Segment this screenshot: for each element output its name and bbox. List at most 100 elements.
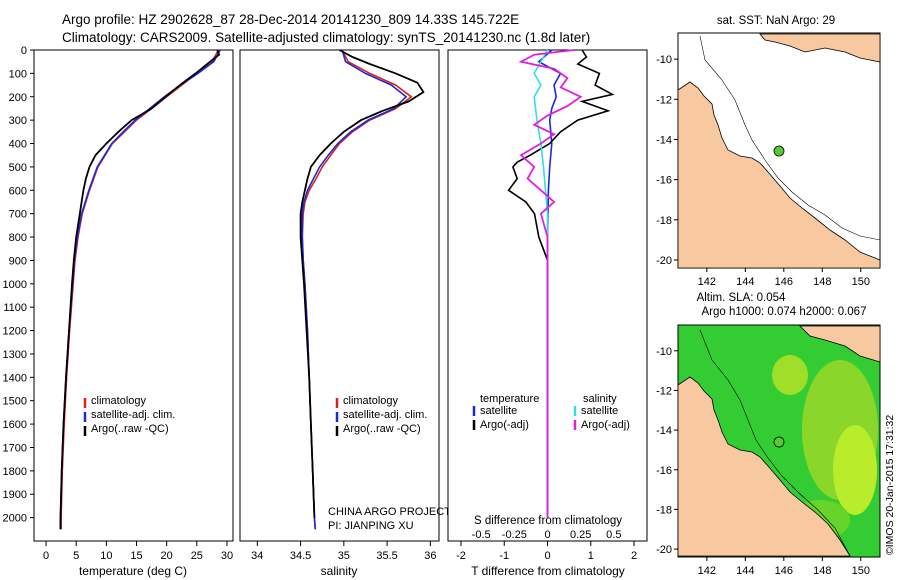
lat-tick-label: -12 [656, 94, 672, 106]
legend-argo: Argo(..raw -QC) [343, 423, 421, 435]
t-difference-label: T difference from climatology [471, 564, 625, 578]
depth-tick-label: 200 [9, 92, 27, 104]
salinity-legend: climatology satellite-adj. clim. Argo(..… [335, 395, 427, 436]
depth-tick-label: 600 [9, 185, 27, 197]
temperature-axis-label: temperature (deg C) [79, 564, 187, 578]
x-tick-label: 20 [161, 550, 173, 562]
x-tick-label: -2 [456, 550, 466, 562]
lat-tick-label: -18 [656, 504, 672, 516]
australia-land [677, 81, 881, 269]
depth-tick-label: 0 [21, 45, 27, 57]
sst-map-title: sat. SST: NaN Argo: 29 [717, 15, 835, 27]
pi-label: PI: JIANPING XU [328, 520, 414, 532]
x-tick-label: 34 [251, 550, 263, 562]
sst-map: sat. SST: NaN Argo: 29 -10 -12 -14 -16 -18 -2… [656, 15, 881, 288]
depth-tick-label: 400 [9, 139, 27, 151]
x-tick-label: 5 [73, 550, 79, 562]
difference-panel: -2 -1 0 1 2 -0.5 -0.25 0 0.25 0.5 S difference f… [447, 49, 648, 578]
salinity-panel: 34 34.5 35 35.5 36 salinity climatology sate… [239, 49, 451, 578]
x-tick-label: 15 [130, 550, 142, 562]
australia-land [677, 376, 851, 557]
x-tick-label: 36 [424, 550, 436, 562]
x-tick-label: 0 [43, 550, 49, 562]
sla-map: Altim. SLA: 0.054 Argo h1000: 0.074 h200… [656, 292, 881, 577]
argo-float-marker [773, 436, 785, 448]
s-tick-label: -0.5 [472, 529, 491, 541]
x-tick-label: 0 [544, 550, 550, 562]
x-tick-label: 2 [631, 550, 637, 562]
lat-tick-label: -14 [656, 425, 672, 437]
lat-tick-label: -10 [656, 346, 672, 358]
s-tick-label: -0.25 [502, 529, 527, 541]
depth-tick-label: 900 [9, 255, 27, 267]
depth-tick-label: 1300 [3, 349, 27, 361]
depth-tick-label: 1500 [3, 396, 27, 408]
depth-tick-label: 700 [9, 209, 27, 221]
lat-tick-label: -20 [656, 544, 672, 556]
s-tick-label: 0 [544, 529, 550, 541]
legend-temperature-head: temperature [480, 393, 539, 405]
x-tick-label: 1 [588, 550, 594, 562]
depth-tick-label: 1600 [3, 419, 27, 431]
x-tick-label: -1 [499, 550, 509, 562]
salinity-axis-label: salinity [321, 564, 358, 578]
x-tick-label: 10 [100, 550, 112, 562]
figure-title-line1: Argo profile: HZ 2902628_87 28-Dec-2014 … [62, 12, 519, 27]
legend-satellite-adj: satellite-adj. clim. [343, 409, 427, 421]
lon-tick-label: 144 [736, 276, 754, 288]
x-tick-label: 30 [221, 550, 233, 562]
legend-t-satellite: satellite [480, 405, 517, 417]
depth-tick-label: 1000 [3, 279, 27, 291]
s-difference-label: S difference from climatology [474, 515, 622, 527]
project-label: CHINA ARGO PROJECT [328, 506, 451, 518]
png-land [759, 33, 881, 63]
series-line [518, 49, 583, 518]
s-tick-label: 0.5 [606, 529, 621, 541]
lat-tick-label: -10 [656, 54, 672, 66]
depth-tick-label: 300 [9, 115, 27, 127]
lon-tick-label: 146 [775, 565, 793, 577]
depth-tick-label: 100 [9, 68, 27, 80]
sla-map-title-line2: Argo h1000: 0.074 h2000: 0.067 [702, 306, 867, 318]
difference-legend: temperature satellite Argo(-adj) salinit… [472, 393, 630, 431]
x-tick-label: 35.5 [376, 550, 397, 562]
credit-text: ©IMOS 20-Jan-2015 17:31:32 [884, 415, 896, 555]
series-line [299, 49, 425, 518]
sla-contour [699, 329, 851, 557]
argo-float-marker [773, 145, 785, 157]
depth-tick-label: 1200 [3, 326, 27, 338]
legend-argo: Argo(..raw -QC) [91, 423, 169, 435]
depth-tick-label: 1900 [3, 489, 27, 501]
figure-title-line2: Climatology: CARS2009. Satellite-adjuste… [62, 30, 590, 45]
x-tick-label: 25 [191, 550, 203, 562]
sla-map-title-line1: Altim. SLA: 0.054 [697, 292, 786, 304]
s-tick-label: 0.25 [570, 529, 591, 541]
lon-tick-label: 148 [813, 276, 831, 288]
series-line [59, 49, 221, 530]
temperature-panel: 0100200300400500600700800900100011001200… [3, 45, 234, 578]
depth-tick-label: 1100 [3, 302, 27, 314]
depth-tick-label: 800 [9, 232, 27, 244]
depth-tick-label: 2000 [3, 513, 27, 525]
lon-tick-label: 142 [698, 565, 716, 577]
lat-tick-label: -16 [656, 465, 672, 477]
lat-tick-label: -14 [656, 134, 672, 146]
legend-s-satellite: satellite [581, 405, 618, 417]
lon-tick-label: 142 [698, 276, 716, 288]
x-tick-label: 34.5 [290, 550, 311, 562]
depth-tick-label: 1700 [3, 442, 27, 454]
lat-tick-label: -20 [656, 255, 672, 267]
depth-tick-label: 500 [9, 162, 27, 174]
lat-tick-label: -12 [656, 385, 672, 397]
temperature-legend: climatology satellite-adj. clim. Argo(..… [83, 395, 175, 436]
legend-t-argo: Argo(-adj) [480, 419, 529, 431]
legend-s-argo: Argo(-adj) [581, 419, 630, 431]
depth-tick-label: 1400 [3, 372, 27, 384]
lat-tick-label: -16 [656, 175, 672, 187]
lon-tick-label: 150 [852, 276, 870, 288]
lon-tick-label: 146 [775, 276, 793, 288]
legend-climatology: climatology [343, 395, 399, 407]
legend-satellite-adj: satellite-adj. clim. [91, 409, 175, 421]
legend-climatology: climatology [91, 395, 147, 407]
